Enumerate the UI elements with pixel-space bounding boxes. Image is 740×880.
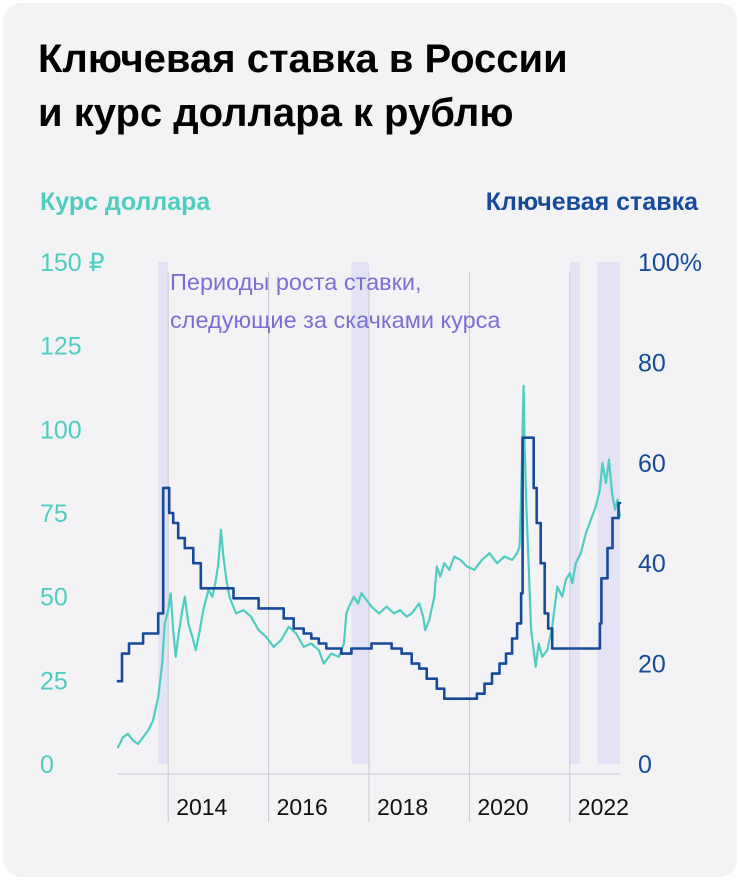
x-gridlines <box>118 272 620 822</box>
annotation-line-1: Периоды роста ставки, <box>170 269 422 295</box>
annotation-line-2: следующие за скачками курса <box>170 307 501 333</box>
x-tick-label-2016: 2016 <box>277 794 328 820</box>
chart-title: Ключевая ставка в России и курс доллара … <box>38 32 718 140</box>
series-lines <box>116 384 622 749</box>
rate-y-axis: 0 20 40 60 80 100% <box>638 249 702 779</box>
chart-title-line-1: Ключевая ставка в России <box>38 37 568 81</box>
key-rate-line <box>116 436 622 700</box>
highlight-period-2 <box>351 262 369 764</box>
x-tick-label-2022: 2022 <box>578 794 629 820</box>
usd-tick-label-125: 125 <box>40 333 82 361</box>
usd-tick-label-25: 25 <box>40 667 68 695</box>
rate-tick-label-80: 80 <box>638 349 666 377</box>
rate-tick-label-0: 0 <box>638 751 652 779</box>
usd-tick-label-150: 150 ₽ <box>40 249 105 277</box>
usd-tick-label-100: 100 <box>40 416 82 444</box>
usd-tick-label-0: 0 <box>40 751 54 779</box>
highlight-period-3 <box>569 262 580 764</box>
x-tick-label-2014: 2014 <box>176 794 227 820</box>
rate-tick-label-100: 100% <box>638 249 702 277</box>
highlight-period-4 <box>597 262 620 764</box>
highlight-periods <box>158 262 620 764</box>
usd-tick-label-75: 75 <box>40 500 68 528</box>
rate-tick-label-60: 60 <box>638 450 666 478</box>
usd-axis-legend: Курс доллара <box>40 188 211 216</box>
usd-y-axis: 0 25 50 75 100 125 150 ₽ <box>40 249 105 779</box>
rate-tick-label-40: 40 <box>638 550 666 578</box>
chart-title-line-2: и курс доллара к рублю <box>38 91 514 135</box>
annotation: Периоды роста ставки, следующие за скачк… <box>170 269 501 333</box>
x-axis: 2014 2016 2018 2020 2022 <box>176 794 629 820</box>
usd-rate-line <box>116 384 622 749</box>
rate-tick-label-20: 20 <box>638 651 666 679</box>
rate-axis-legend: Ключевая ставка <box>485 188 698 216</box>
x-tick-label-2018: 2018 <box>377 794 428 820</box>
x-tick-label-2020: 2020 <box>477 794 528 820</box>
usd-tick-label-50: 50 <box>40 584 68 612</box>
